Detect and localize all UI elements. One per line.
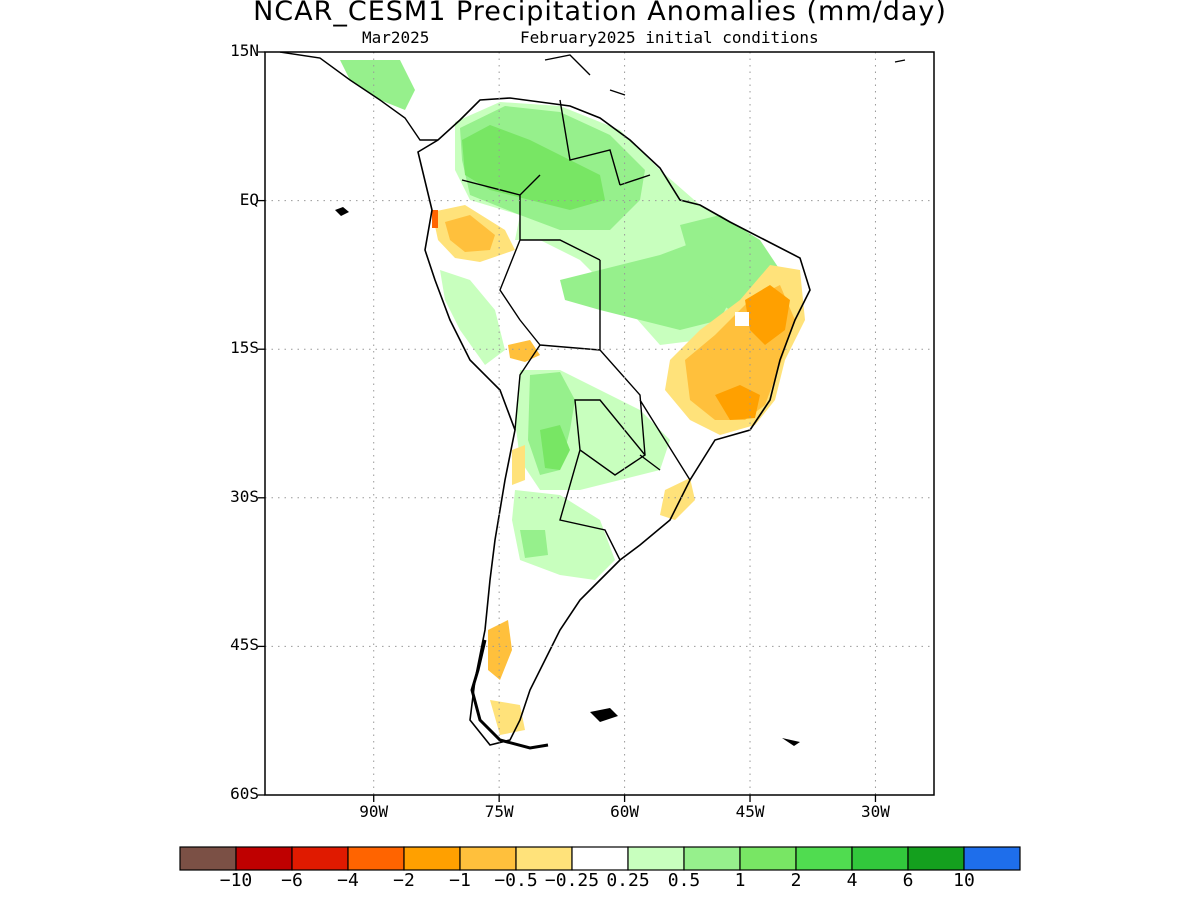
region-missing-cell: [735, 312, 749, 326]
region-central-america-wet: [340, 60, 415, 110]
x-tick-label: 75W: [484, 802, 514, 821]
colorbar-label: −10: [219, 870, 253, 891]
region-argentina-wet-core: [520, 530, 548, 558]
colorbar-label: −0.5: [494, 870, 538, 891]
colorbar-swatch: [739, 846, 797, 871]
south-georgia: [782, 738, 800, 746]
falklands: [590, 708, 618, 722]
colorbar-swatch: [291, 846, 349, 871]
init-conditions-label: February2025 initial conditions: [520, 28, 819, 47]
colorbar-swatch: [403, 846, 461, 871]
colorbar-swatch: [571, 846, 629, 871]
chile-fjords: [470, 639, 549, 750]
colorbar-label: 6: [902, 870, 914, 891]
colorbar-swatch: [907, 846, 965, 871]
colorbar-swatch: [795, 846, 853, 871]
colorbar-swatch: [459, 846, 517, 871]
galapagos: [335, 207, 349, 216]
gridlines: [265, 52, 934, 795]
country-borders: [461, 99, 691, 561]
region-argentina-wet: [512, 490, 615, 580]
colorbar-label: −6: [281, 870, 303, 891]
colorbar-label: 10: [953, 870, 975, 891]
colorbar-label: 0.25: [606, 870, 650, 891]
y-tick-label: 60S: [230, 784, 259, 803]
map-title: NCAR_CESM1 Precipitation Anomalies (mm/d…: [253, 0, 947, 27]
colorbar-swatch: [627, 846, 685, 871]
colorbar-swatch: [851, 846, 909, 871]
region-chile-dry: [512, 445, 525, 485]
region-coastal-dry-spot: [432, 210, 438, 228]
colorbar-swatch: [179, 846, 237, 871]
x-tick-label: 45W: [735, 802, 765, 821]
colorbar-label: 0.5: [667, 870, 701, 891]
colorbar-label: 4: [846, 870, 858, 891]
colorbar-swatch: [347, 846, 405, 871]
colorbar-label: −1: [449, 870, 471, 891]
plot-frame: [264, 51, 935, 796]
region-bahia-dry-core-south: [715, 385, 760, 420]
region-peru-wet: [440, 270, 505, 365]
region-bahia-dry-core: [745, 285, 790, 345]
caribbean-islands: [544, 54, 906, 96]
region-patagonia-dry: [488, 620, 512, 680]
colorbar-swatch: [963, 846, 1021, 871]
x-tick-label: 30W: [861, 802, 890, 821]
y-tick-label: 45S: [230, 635, 259, 655]
region-ecuador-dry-core: [445, 215, 495, 252]
colorbar-label: 2: [790, 870, 802, 891]
colorbar: [179, 846, 1021, 871]
axis-ticks: [258, 51, 877, 802]
x-tick-label: 90W: [359, 802, 389, 821]
colorbar-label: −4: [337, 870, 359, 891]
target-month-label: Mar2025: [362, 28, 430, 47]
y-tick-label: 30S: [230, 486, 259, 506]
y-tick-label: 15S: [230, 338, 259, 358]
colorbar-swatch: [235, 846, 293, 871]
coastline: [417, 97, 811, 746]
central-america-coast: [279, 52, 438, 141]
y-tick-label: 15N: [230, 41, 259, 60]
colorbar-label: 1: [734, 870, 746, 891]
colorbar-swatch: [515, 846, 573, 871]
anomaly-shading: [279, 52, 906, 750]
region-chaco-core: [540, 425, 570, 470]
y-tick-label: EQ: [239, 189, 259, 209]
colorbar-label: −0.25: [544, 870, 600, 891]
colorbar-label: −2: [393, 870, 415, 891]
colorbar-swatch: [683, 846, 741, 871]
x-tick-label: 60W: [610, 802, 640, 821]
